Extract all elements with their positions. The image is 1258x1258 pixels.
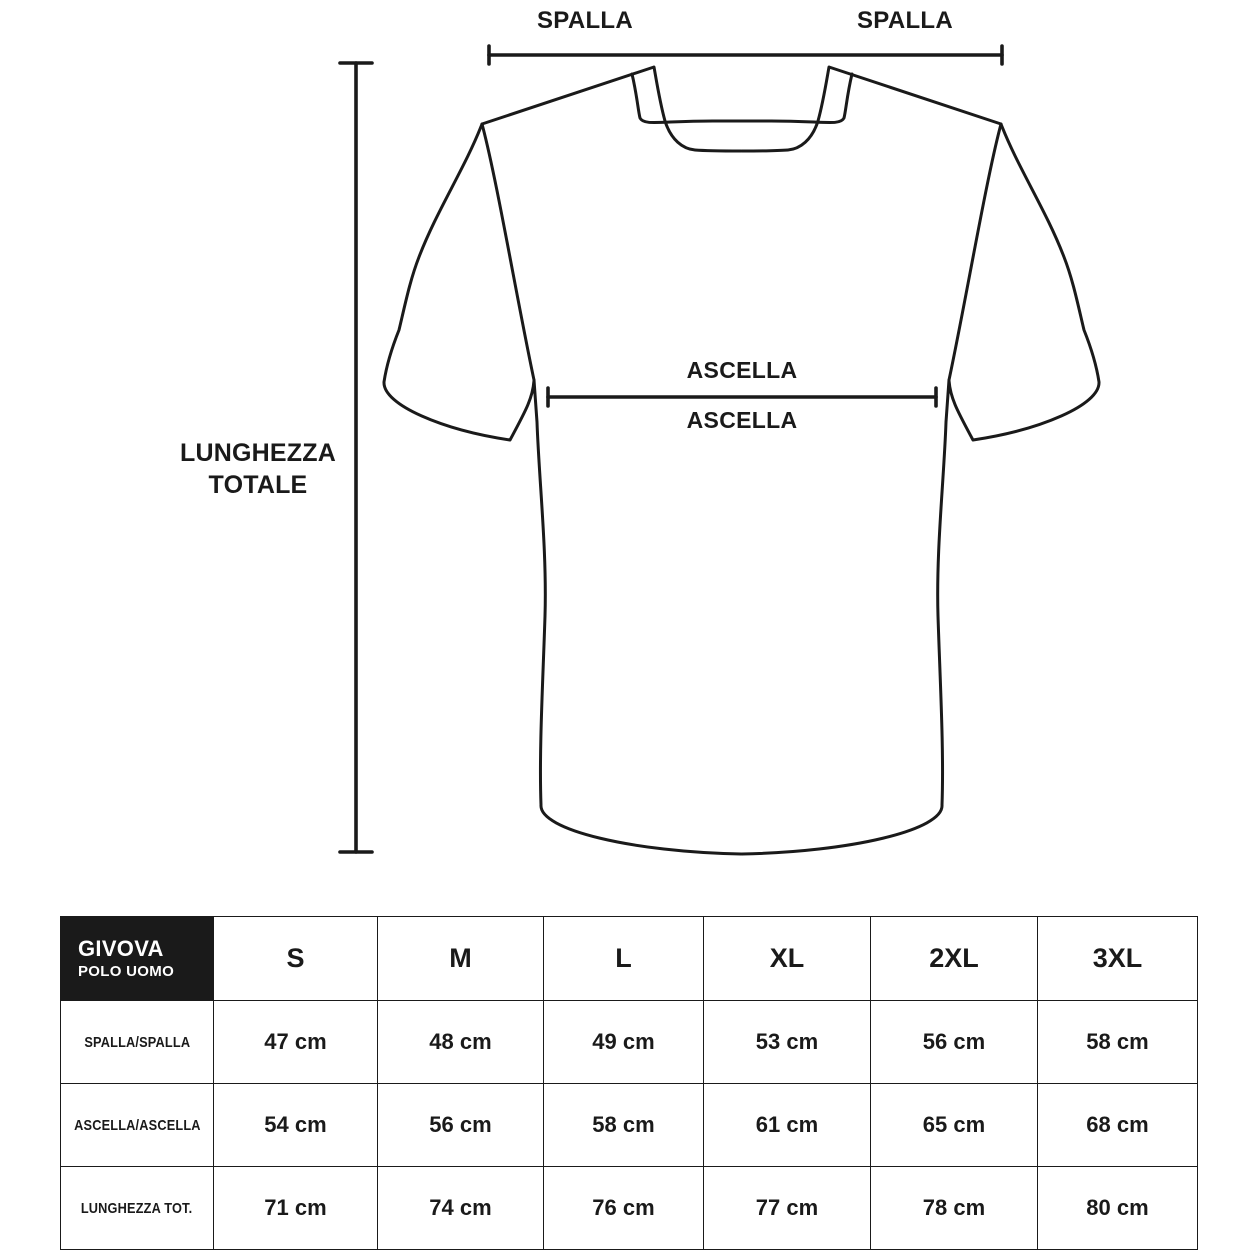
svg-text:TOTALE: TOTALE	[209, 471, 308, 499]
svg-text:ASCELLA: ASCELLA	[687, 357, 798, 383]
svg-text:LUNGHEZZA: LUNGHEZZA	[180, 439, 336, 467]
svg-text:SPALLA: SPALLA	[857, 7, 953, 34]
svg-text:SPALLA: SPALLA	[537, 7, 633, 34]
svg-text:ASCELLA: ASCELLA	[687, 407, 798, 433]
